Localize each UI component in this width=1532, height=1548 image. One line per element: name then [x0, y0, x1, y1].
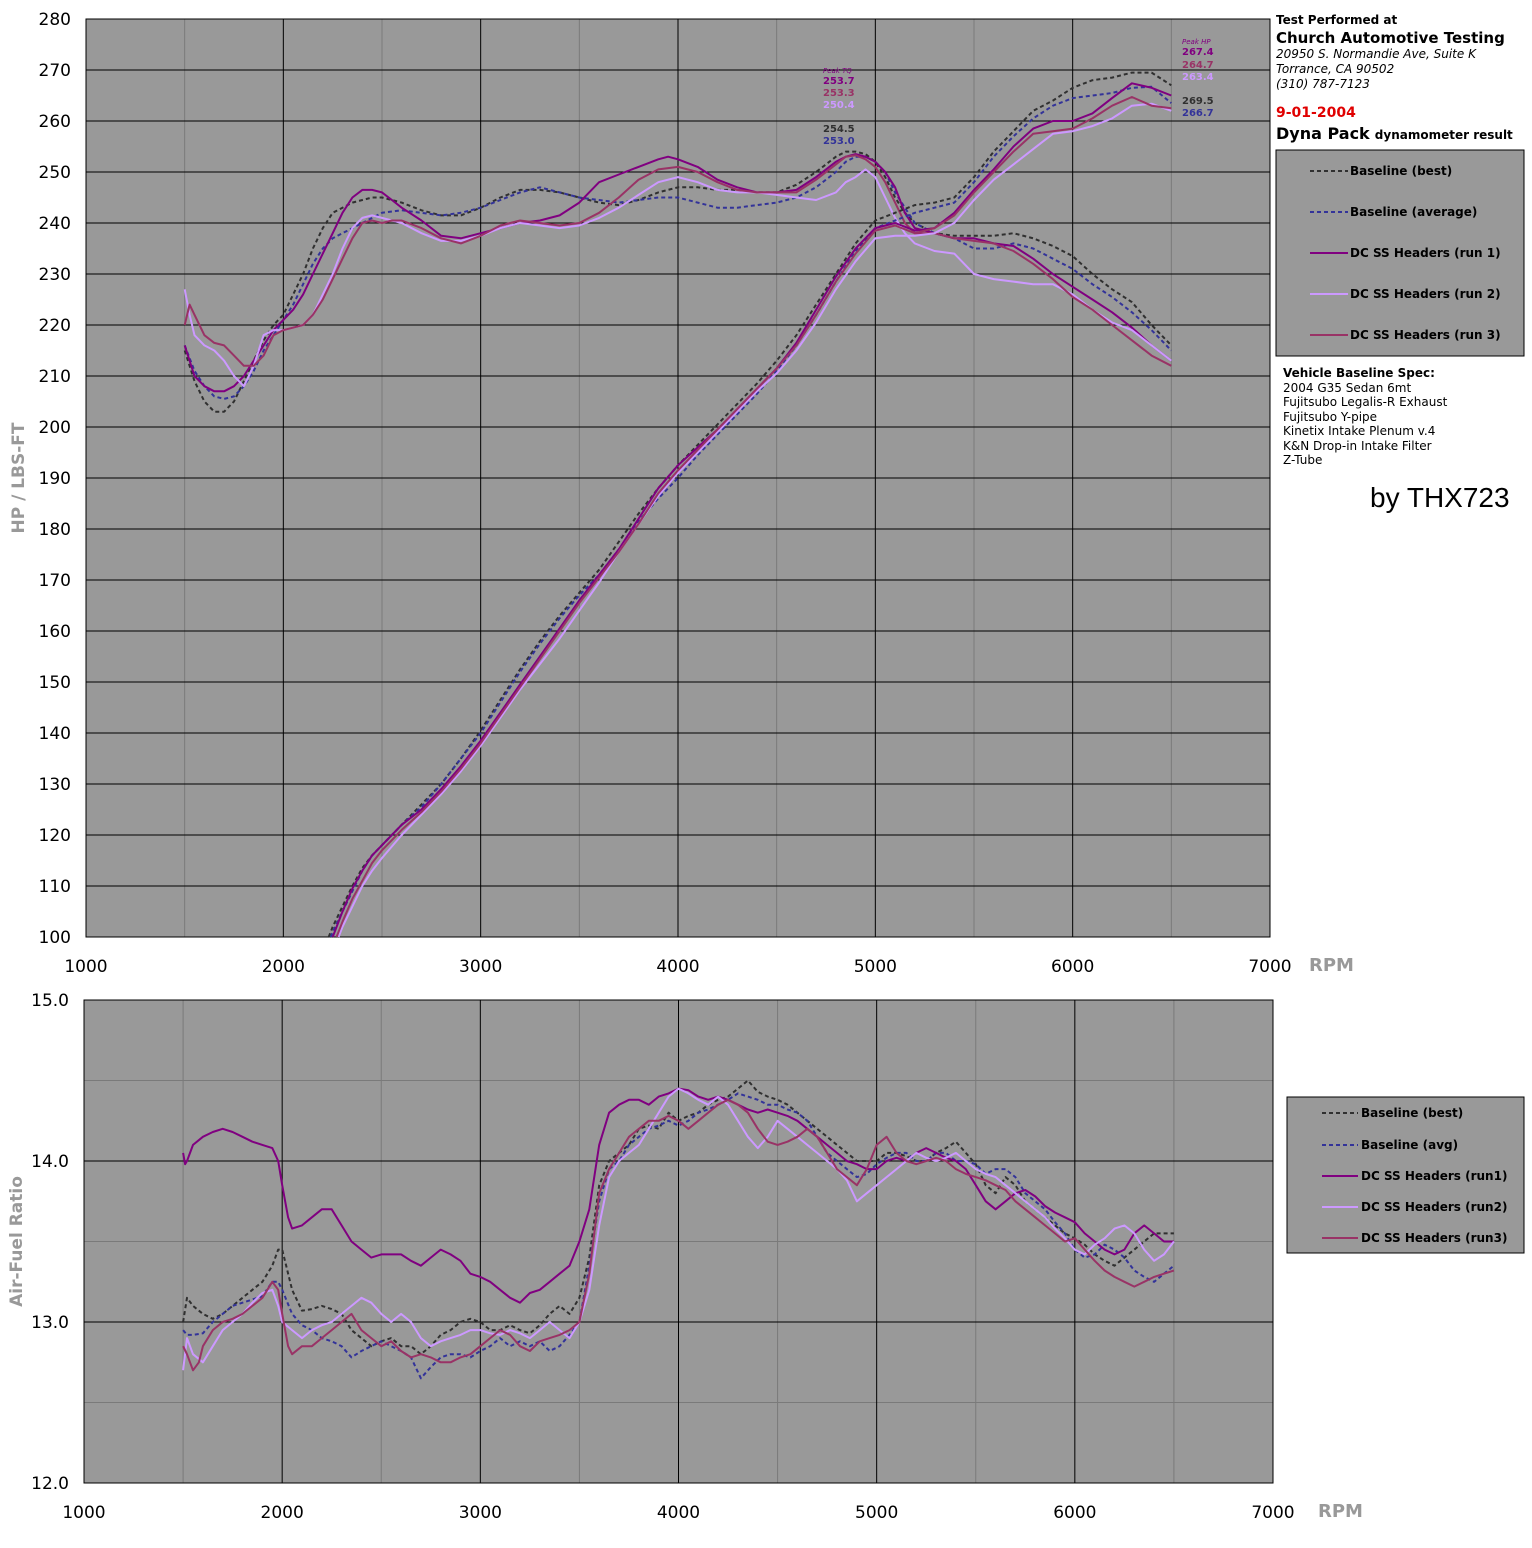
shop-address-line2: Torrance, CA 90502 [1276, 62, 1395, 76]
y-tick-label: 170 [39, 571, 71, 591]
air-fuel-legend: Baseline (best) Baseline (avg) DC SS Heade… [1286, 1096, 1525, 1254]
power-torque-chart: 100 110 120 130 140 150 160 170 180 190 200 210 220 2… [9, 10, 1354, 977]
y-tick-label: 140 [39, 724, 71, 744]
x-axis-label: RPM [1309, 955, 1354, 976]
x-tick-label: 4000 [656, 957, 699, 977]
x-tick-label: 2000 [261, 1503, 304, 1523]
dyno-type: Dyna Pack dynamometer result [1276, 124, 1513, 143]
test-date: 9-01-2004 [1276, 105, 1356, 121]
y-tick-label: 200 [39, 418, 71, 438]
peak-tq-value: 254.5 [823, 124, 855, 135]
x-tick-label: 5000 [854, 957, 897, 977]
legend-entry-label: Baseline (avg) [1361, 1138, 1458, 1152]
x-tick-label: 7000 [1248, 957, 1291, 977]
spec-title: Vehicle Baseline Spec: [1283, 366, 1435, 380]
y-tick-label: 110 [39, 877, 71, 897]
series-run3-hp-line [335, 96, 1172, 938]
legend-entry-label: DC SS Headers (run 2) [1350, 287, 1501, 301]
legend-entry-label: DC SS Headers (run1) [1361, 1169, 1507, 1183]
peak-tq-value: 253.3 [823, 88, 855, 99]
y-tick-label: 210 [39, 367, 71, 387]
series-run1-line [182, 1087, 1174, 1304]
spec-line: Z-Tube [1283, 453, 1323, 467]
series-baseline_best-line [182, 1079, 1174, 1356]
power-torque-legend: Baseline (best) Baseline (average) DC SS H… [1275, 149, 1525, 357]
plot-border [85, 18, 1271, 938]
x-tick-label: 2000 [262, 957, 305, 977]
spec-line: K&N Drop-in Intake Filter [1283, 439, 1432, 453]
x-tick-label: 6000 [1051, 957, 1094, 977]
series-baseline_avg-line [182, 1092, 1175, 1380]
y-tick-label: 15.0 [31, 991, 69, 1011]
spec-line: Fujitsubo Y-pipe [1283, 410, 1378, 424]
y-tick-label: 12.0 [31, 1474, 69, 1494]
y-axis-label: HP / LBS-FT [9, 422, 29, 533]
y-tick-label: 280 [39, 10, 71, 30]
y-tick-label: 220 [39, 316, 71, 336]
y-tick-label: 180 [39, 520, 71, 540]
peak-hp-value: 264.7 [1182, 60, 1214, 71]
series-run2-line [182, 1087, 1175, 1371]
dyno-type-desc: dynamometer result [1374, 128, 1513, 142]
x-tick-label: 5000 [855, 1503, 898, 1523]
dyno-type-name: Dyna Pack [1276, 124, 1370, 143]
series-run3-torque-line [183, 154, 1172, 367]
x-tick-label: 3000 [459, 1503, 502, 1523]
spec-line: 2004 G35 Sedan 6mt [1283, 381, 1412, 395]
peak-tq-label: Peak TQ [823, 67, 852, 75]
legend-entry-label: DC SS Headers (run 1) [1350, 246, 1501, 260]
peak-hp-value: 267.4 [1182, 47, 1214, 58]
x-tick-label: 7000 [1251, 1503, 1294, 1523]
peak-hp-value: 269.5 [1182, 96, 1214, 107]
y-tick-label: 160 [39, 622, 71, 642]
y-tick-label: 250 [39, 163, 71, 183]
air-fuel-ratio-chart: 12.0 13.0 14.0 15.0 1000 2000 3000 4000 5000 6000… [7, 991, 1363, 1523]
shop-address-line1: 20950 S. Normandie Ave, Suite K [1276, 47, 1476, 61]
peak-tq-value: 250.4 [823, 100, 855, 111]
x-axis-label: RPM [1318, 1501, 1363, 1522]
series-baseline_best-torque-line [183, 150, 1173, 413]
legend-entry-label: DC SS Headers (run2) [1361, 1200, 1507, 1214]
y-tick-label: 270 [39, 61, 71, 81]
shop-name: Church Automotive Testing [1276, 29, 1505, 47]
series-run2-hp-line [337, 102, 1172, 938]
series-baseline_best-hp-line [327, 71, 1172, 938]
test-performed-label: Test Performed at [1276, 13, 1398, 27]
legend-entry-label: Baseline (average) [1350, 205, 1477, 219]
y-tick-label: 14.0 [31, 1152, 69, 1172]
byline: by THX723 [1370, 482, 1510, 513]
series-baseline_avg-torque-line [183, 155, 1173, 400]
x-tick-label: 4000 [657, 1503, 700, 1523]
peak-tq-value: 253.7 [823, 76, 855, 87]
peak-hp-label: Peak HP [1182, 38, 1211, 46]
y-tick-label: 240 [39, 214, 71, 234]
legend-entry-label: Baseline (best) [1350, 164, 1452, 178]
peak-hp-value: 263.4 [1182, 72, 1214, 83]
y-axis-label: Air-Fuel Ratio [7, 1176, 27, 1307]
legend-entry-label: Baseline (best) [1361, 1106, 1463, 1120]
y-tick-label: 13.0 [31, 1313, 69, 1333]
series-run3-line [182, 1098, 1175, 1372]
y-tick-label: 190 [39, 469, 71, 489]
spec-line: Kinetix Intake Plenum v.4 [1283, 424, 1436, 438]
x-tick-label: 6000 [1053, 1503, 1096, 1523]
y-tick-label: 100 [39, 928, 71, 948]
peak-hp-value: 266.7 [1182, 108, 1214, 119]
spec-line: Fujitsubo Legalis-R Exhaust [1283, 395, 1448, 409]
x-tick-label: 1000 [62, 1503, 105, 1523]
plot-border [83, 999, 1274, 1484]
shop-phone: (310) 787-7123 [1276, 77, 1370, 91]
legend-entry-label: DC SS Headers (run3) [1361, 1231, 1507, 1245]
x-tick-label: 3000 [459, 957, 502, 977]
series-baseline_avg-hp-line [329, 85, 1172, 938]
peak-tq-value: 253.0 [823, 136, 855, 147]
y-tick-label: 230 [39, 265, 71, 285]
legend-entry-label: DC SS Headers (run 3) [1350, 328, 1501, 342]
y-tick-label: 130 [39, 775, 71, 795]
x-tick-label: 1000 [64, 957, 107, 977]
y-tick-label: 120 [39, 826, 71, 846]
y-tick-label: 260 [39, 112, 71, 132]
y-tick-label: 150 [39, 673, 71, 693]
